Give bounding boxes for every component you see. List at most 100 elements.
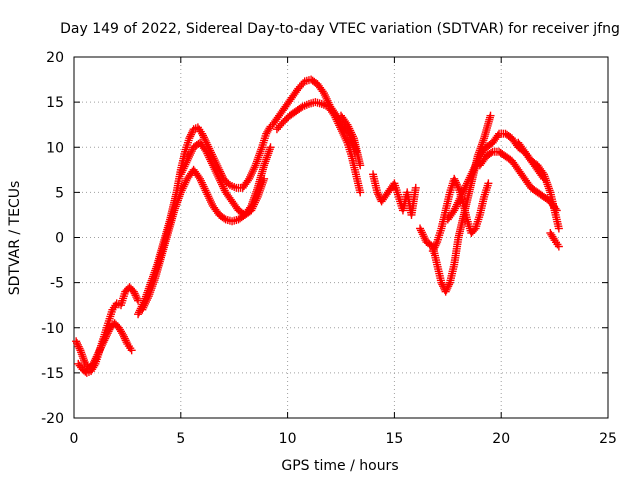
data-point [219, 184, 228, 193]
y-tick-label: 5 [55, 185, 64, 201]
data-point [343, 120, 352, 129]
data-point [214, 172, 223, 181]
data-point [203, 190, 212, 199]
data-point [245, 174, 254, 183]
axis-ticks: 0 5 10 15 20 25 -20 -15 -10 -5 0 5 10 15 20 [41, 50, 617, 447]
data-point [185, 150, 194, 159]
x-tick-label: 20 [492, 431, 510, 447]
data-point [246, 172, 255, 181]
data-point [356, 161, 365, 170]
data-point [331, 113, 340, 122]
data-point [181, 178, 190, 187]
data-point [456, 192, 465, 201]
data-point [451, 176, 460, 185]
data-point [453, 198, 462, 207]
data-point [72, 337, 81, 346]
data-point [215, 174, 224, 183]
data-point [432, 239, 441, 248]
y-tick-label: 20 [46, 50, 64, 66]
data-point [443, 284, 452, 293]
data-point [417, 228, 426, 237]
data-point [248, 167, 257, 176]
data-point [341, 134, 350, 143]
data-point [455, 194, 464, 203]
data-point [142, 297, 151, 306]
data-point [266, 143, 275, 152]
data-point [72, 339, 81, 348]
data-point [204, 192, 213, 201]
y-tick-label: -15 [41, 366, 64, 382]
data-point [207, 157, 216, 166]
data-point [348, 132, 357, 141]
data-point [207, 198, 216, 207]
data-point [120, 334, 129, 343]
data-point [130, 289, 139, 298]
data-point [431, 241, 440, 250]
data-point [185, 134, 194, 143]
data-point [430, 243, 439, 252]
data-point [247, 206, 256, 215]
data-point [118, 329, 127, 338]
data-point [453, 182, 462, 191]
data-point [374, 190, 383, 199]
data-point [347, 128, 356, 137]
data-point [176, 170, 185, 179]
data-point [198, 129, 207, 138]
data-point [554, 242, 563, 251]
data-point [119, 332, 128, 341]
y-tick-label: -10 [41, 321, 64, 337]
data-point [246, 170, 255, 179]
data-point [77, 350, 86, 359]
data-point [180, 180, 189, 189]
data-point [199, 131, 208, 140]
data-point [187, 128, 196, 137]
y-tick-label: 10 [46, 140, 64, 156]
data-point [319, 89, 328, 98]
data-point [452, 180, 461, 189]
data-point [186, 149, 195, 158]
data-point [332, 115, 341, 124]
y-axis-label: SDTVAR / TECUs [7, 181, 23, 296]
data-point [184, 154, 193, 163]
data-point [342, 136, 351, 145]
data-point [143, 294, 152, 303]
data-point [201, 186, 210, 195]
data-point [347, 130, 356, 139]
data-point [466, 171, 475, 180]
data-point [416, 226, 425, 235]
data-point [206, 196, 215, 205]
data-point [198, 180, 207, 189]
data-point [337, 127, 346, 136]
data-point [450, 174, 459, 183]
data-point [139, 303, 148, 312]
data-point [441, 287, 450, 296]
data-point [79, 354, 88, 363]
data-point [179, 164, 188, 173]
data-point [186, 132, 195, 141]
data-point [554, 224, 563, 233]
data-point [444, 282, 453, 291]
data-point [182, 158, 191, 167]
data-point [486, 111, 495, 120]
data-point [470, 163, 479, 172]
x-tick-label: 10 [279, 431, 297, 447]
data-point [185, 152, 194, 161]
data-point [451, 204, 460, 213]
data-point [418, 230, 427, 239]
data-point [458, 189, 467, 198]
data-point [177, 168, 186, 177]
data-point [211, 167, 220, 176]
data-point [345, 124, 354, 133]
data-point [334, 119, 343, 128]
data-point [217, 180, 226, 189]
data-point [250, 200, 259, 209]
data-point [454, 196, 463, 205]
x-axis-label: GPS time / hours [281, 458, 398, 474]
data-point [463, 179, 472, 188]
data-point [464, 175, 473, 184]
data-point [445, 280, 454, 289]
data-points [72, 75, 563, 377]
data-point [77, 348, 86, 357]
data-point [247, 169, 256, 178]
